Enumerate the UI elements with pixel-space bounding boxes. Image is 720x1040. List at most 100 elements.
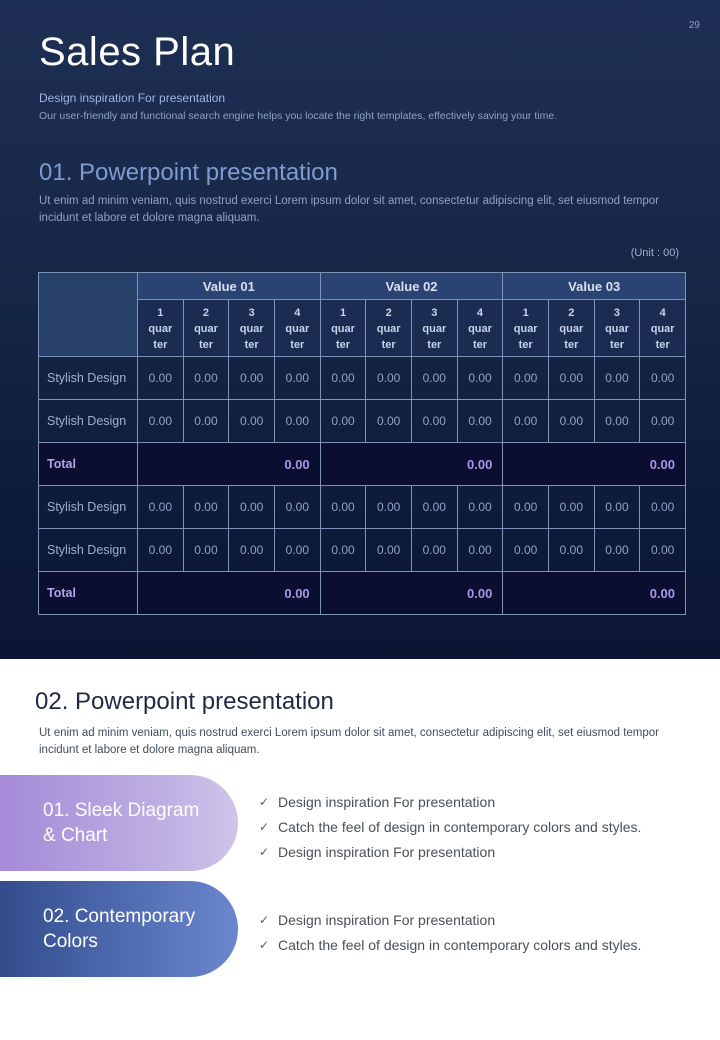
feature-pill-contemporary-colors: 02. Contemporary Colors	[0, 881, 238, 977]
quarter-header: 4 quar ter	[273, 299, 321, 357]
pill-label: 02. Contemporary Colors	[43, 906, 196, 952]
table-cell: 0.00	[137, 399, 184, 443]
quarter-header: 1 quar ter	[319, 299, 367, 357]
pill-label: 01. Sleek Diagram & Chart	[43, 800, 200, 846]
sales-table: Value 01 Value 02 Value 03 1 quar ter 2 quar…	[38, 272, 687, 615]
table-cell: 0.00	[456, 528, 504, 572]
quarter-header-text: ter	[381, 339, 396, 351]
table-cell: 0.00	[502, 485, 549, 529]
quarter-header-text: ter	[335, 339, 351, 351]
table-cell: 0.00	[319, 485, 367, 529]
quarter-header-text: 1	[157, 307, 164, 319]
check-text: Design inspiration For presentation	[278, 793, 496, 810]
quarter-header: 4 quar ter	[456, 299, 504, 357]
quarter-header-text: 1	[339, 307, 347, 319]
quarter-header-text: quar	[331, 323, 355, 335]
quarter-header-text: 2	[568, 307, 575, 319]
table-row: Stylish Design 0.00 0.00 0.00 0.00 0.00 0.00 0.…	[38, 399, 687, 443]
unit-label: (Unit : 00)	[630, 247, 679, 259]
table-cell: 0.00	[410, 528, 458, 572]
table-row: Stylish Design 0.00 0.00 0.00 0.00 0.00 0.00 0.…	[38, 356, 687, 400]
quarter-header: 4 quar ter	[639, 299, 687, 357]
table-cell: 0.00	[593, 528, 641, 572]
quarter-header-text: 4	[294, 307, 301, 319]
table-row: Stylish Design 0.00 0.00 0.00 0.00 0.00 0.00 0.…	[38, 528, 687, 572]
quarter-header-text: 3	[431, 307, 438, 319]
total-value: 0.00	[319, 442, 504, 486]
table-cell: 0.00	[410, 356, 458, 400]
table-cell: 0.00	[593, 356, 641, 400]
table-cell: 0.00	[182, 399, 230, 443]
quarter-header-text: ter	[244, 339, 259, 351]
feature-pill-sleek-diagram: 01. Sleek Diagram & Chart	[0, 775, 238, 871]
quarter-header: 3 quar ter	[228, 299, 275, 357]
table-cell: 0.00	[456, 356, 504, 400]
table-cell: 0.00	[365, 399, 412, 443]
table-cell: 0.00	[548, 356, 595, 400]
table-cell: 0.00	[182, 485, 230, 529]
check-item: ✓ Design inspiration For presentation	[259, 839, 641, 864]
check-icon: ✓	[259, 819, 270, 834]
row-label: Stylish Design	[38, 356, 138, 400]
check-item: ✓ Catch the feel of design in contemporar…	[259, 814, 641, 839]
row-label: Stylish Design	[38, 399, 138, 443]
quarter-header-text: ter	[609, 339, 625, 351]
table-cell: 0.00	[456, 399, 504, 443]
quarter-header: 1 quar ter	[502, 299, 549, 357]
table-cell: 0.00	[639, 356, 687, 400]
table-cell: 0.00	[593, 399, 641, 443]
quarter-header-text: quar	[513, 323, 538, 335]
row-label: Stylish Design	[38, 528, 138, 572]
table-cell: 0.00	[137, 485, 184, 529]
quarter-header-text: ter	[472, 339, 488, 351]
quarter-header: 2 quar ter	[365, 299, 412, 357]
subtitle: Design inspiration For presentation	[39, 91, 226, 105]
quarter-header-text: ter	[564, 339, 579, 351]
quarter-header-text: quar	[148, 323, 173, 335]
table-cell: 0.00	[273, 356, 321, 400]
total-label: Total	[38, 442, 138, 486]
total-value: 0.00	[319, 571, 504, 615]
table-cell: 0.00	[319, 528, 367, 572]
table-cell: 0.00	[365, 528, 412, 572]
table-cell: 0.00	[273, 485, 321, 529]
total-row: Total 0.00 0.00 0.00	[38, 442, 687, 486]
table-cell: 0.00	[548, 528, 595, 572]
quarter-header-text: quar	[239, 323, 264, 335]
quarter-header: 2 quar ter	[182, 299, 230, 357]
checklist-1: ✓ Design inspiration For presentation ✓ Ca…	[259, 789, 641, 864]
table-cell: 0.00	[182, 356, 230, 400]
table-cell: 0.00	[639, 399, 687, 443]
checklist-2: ✓ Design inspiration For presentation ✓ Ca…	[259, 907, 641, 957]
table-cell: 0.00	[319, 399, 367, 443]
group-header: Value 01	[137, 272, 321, 300]
table-corner	[38, 272, 138, 357]
quarter-header-text: ter	[198, 339, 214, 351]
table-cell: 0.00	[182, 528, 230, 572]
table-cell: 0.00	[228, 528, 275, 572]
check-icon: ✓	[259, 912, 270, 927]
total-value: 0.00	[502, 571, 687, 615]
dark-header-panel: 29 Sales Plan Design inspiration For pre…	[0, 0, 720, 659]
quarter-header-text: quar	[422, 323, 447, 335]
table-row: Stylish Design 0.00 0.00 0.00 0.00 0.00 0.00 0.…	[38, 485, 687, 529]
quarter-header-text: 3	[248, 307, 255, 319]
quarter-header-text: quar	[468, 323, 492, 335]
quarter-header-text: 4	[476, 307, 484, 319]
group-header: Value 02	[319, 272, 504, 300]
section2-description: Ut enim ad minim veniam, quis nostrud ex…	[39, 727, 659, 756]
check-item: ✓ Design inspiration For presentation	[259, 789, 641, 814]
section2-title: 02. Powerpoint presentation	[35, 688, 334, 715]
page-title: Sales Plan	[39, 30, 236, 74]
table-cell: 0.00	[639, 485, 687, 529]
check-text: Catch the feel of design in contemporary…	[278, 936, 642, 953]
check-icon: ✓	[259, 794, 270, 809]
table-cell: 0.00	[228, 356, 275, 400]
quarter-header-text: 3	[613, 307, 621, 319]
check-text: Design inspiration For presentation	[278, 911, 496, 928]
quarter-header-text: 2	[202, 307, 210, 319]
group-header: Value 03	[502, 272, 687, 300]
table-cell: 0.00	[410, 485, 458, 529]
quarter-header: 3 quar ter	[410, 299, 458, 357]
quarter-header: 3 quar ter	[593, 299, 641, 357]
